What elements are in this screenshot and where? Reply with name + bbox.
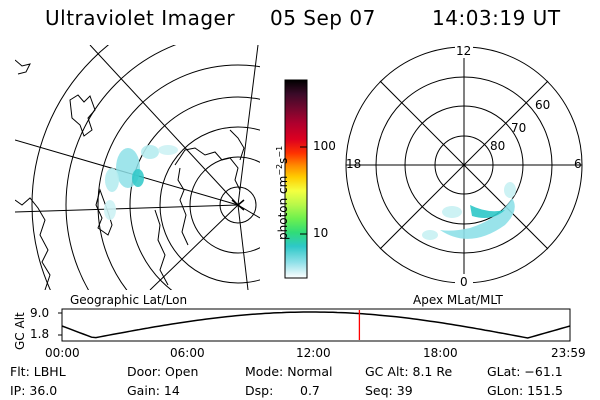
coastline bbox=[174, 147, 241, 191]
colorbar-tick-100: 100 bbox=[313, 139, 336, 153]
meridian-line bbox=[237, 45, 259, 206]
gain-info: Gain: 14 bbox=[127, 383, 180, 398]
coastline bbox=[15, 197, 51, 290]
mlt-label-18: 18 bbox=[346, 157, 362, 171]
lat-circle bbox=[65, 45, 177, 290]
geographic-caption: Geographic Lat/Lon bbox=[70, 293, 188, 307]
meridian-line bbox=[89, 45, 239, 206]
coastline bbox=[229, 129, 245, 161]
mlat-label-70: 70 bbox=[511, 121, 527, 135]
altitude-ytick-1: 1.8 bbox=[30, 327, 50, 341]
glat-info: GLat: −61.1 bbox=[487, 364, 563, 379]
lat-circle bbox=[31, 45, 110, 290]
mlt-label-6: 6 bbox=[574, 157, 582, 171]
altitude-ytick-9: 9.0 bbox=[30, 306, 50, 320]
apex-caption: Apex MLat/MLT bbox=[413, 293, 503, 307]
time-tick-1800: 18:00 bbox=[423, 346, 458, 360]
coastline bbox=[177, 167, 189, 246]
aurora-emission bbox=[104, 145, 178, 220]
glon-info: GLon: 151.5 bbox=[487, 383, 563, 398]
aurora-oval bbox=[422, 182, 516, 240]
mlt-line bbox=[379, 80, 549, 250]
meridian-line bbox=[149, 204, 239, 290]
dsp-value: 0.7 bbox=[300, 383, 320, 398]
lat-circle bbox=[159, 126, 260, 284]
lat-circle bbox=[189, 156, 260, 254]
door-info: Door: Open bbox=[127, 364, 199, 379]
dsp-label: Dsp: bbox=[245, 383, 274, 398]
date-label: 05 Sep 07 bbox=[270, 6, 376, 30]
ip-info: IP: 36.0 bbox=[10, 383, 58, 398]
time-tick-1200: 12:00 bbox=[296, 346, 331, 360]
mode-info: Mode: Normal bbox=[245, 364, 333, 379]
coastline bbox=[69, 94, 96, 137]
lat-circle bbox=[129, 96, 260, 290]
mlt-label-12: 12 bbox=[456, 44, 472, 58]
altitude-curve bbox=[61, 311, 571, 339]
colorbar-tick-10: 10 bbox=[313, 226, 329, 240]
time-tick-2359: 23:59 bbox=[551, 346, 586, 360]
colorbar-scale bbox=[284, 79, 308, 279]
mlat-label-80: 80 bbox=[490, 139, 506, 153]
mlat-label-60: 60 bbox=[535, 98, 551, 112]
seq-info: Seq: 39 bbox=[365, 383, 413, 398]
lat-circle bbox=[97, 64, 260, 290]
coastline bbox=[154, 209, 169, 286]
altitude-plot-frame bbox=[61, 308, 571, 342]
meridian-line bbox=[15, 204, 239, 213]
time-tick-0000: 00:00 bbox=[45, 346, 80, 360]
meridian-line bbox=[237, 204, 249, 290]
time-tick-0600: 06:00 bbox=[170, 346, 205, 360]
gc-alt-info: GC Alt: 8.1 Re bbox=[365, 364, 453, 379]
filter-info: Flt: LBHL bbox=[10, 364, 66, 379]
altitude-ylabel: GC Alt bbox=[13, 312, 27, 350]
instrument-title: Ultraviolet Imager bbox=[45, 6, 236, 30]
time-label: 14:03:19 UT bbox=[432, 6, 561, 30]
coastline bbox=[15, 59, 31, 75]
mlt-label-0: 0 bbox=[460, 275, 468, 289]
